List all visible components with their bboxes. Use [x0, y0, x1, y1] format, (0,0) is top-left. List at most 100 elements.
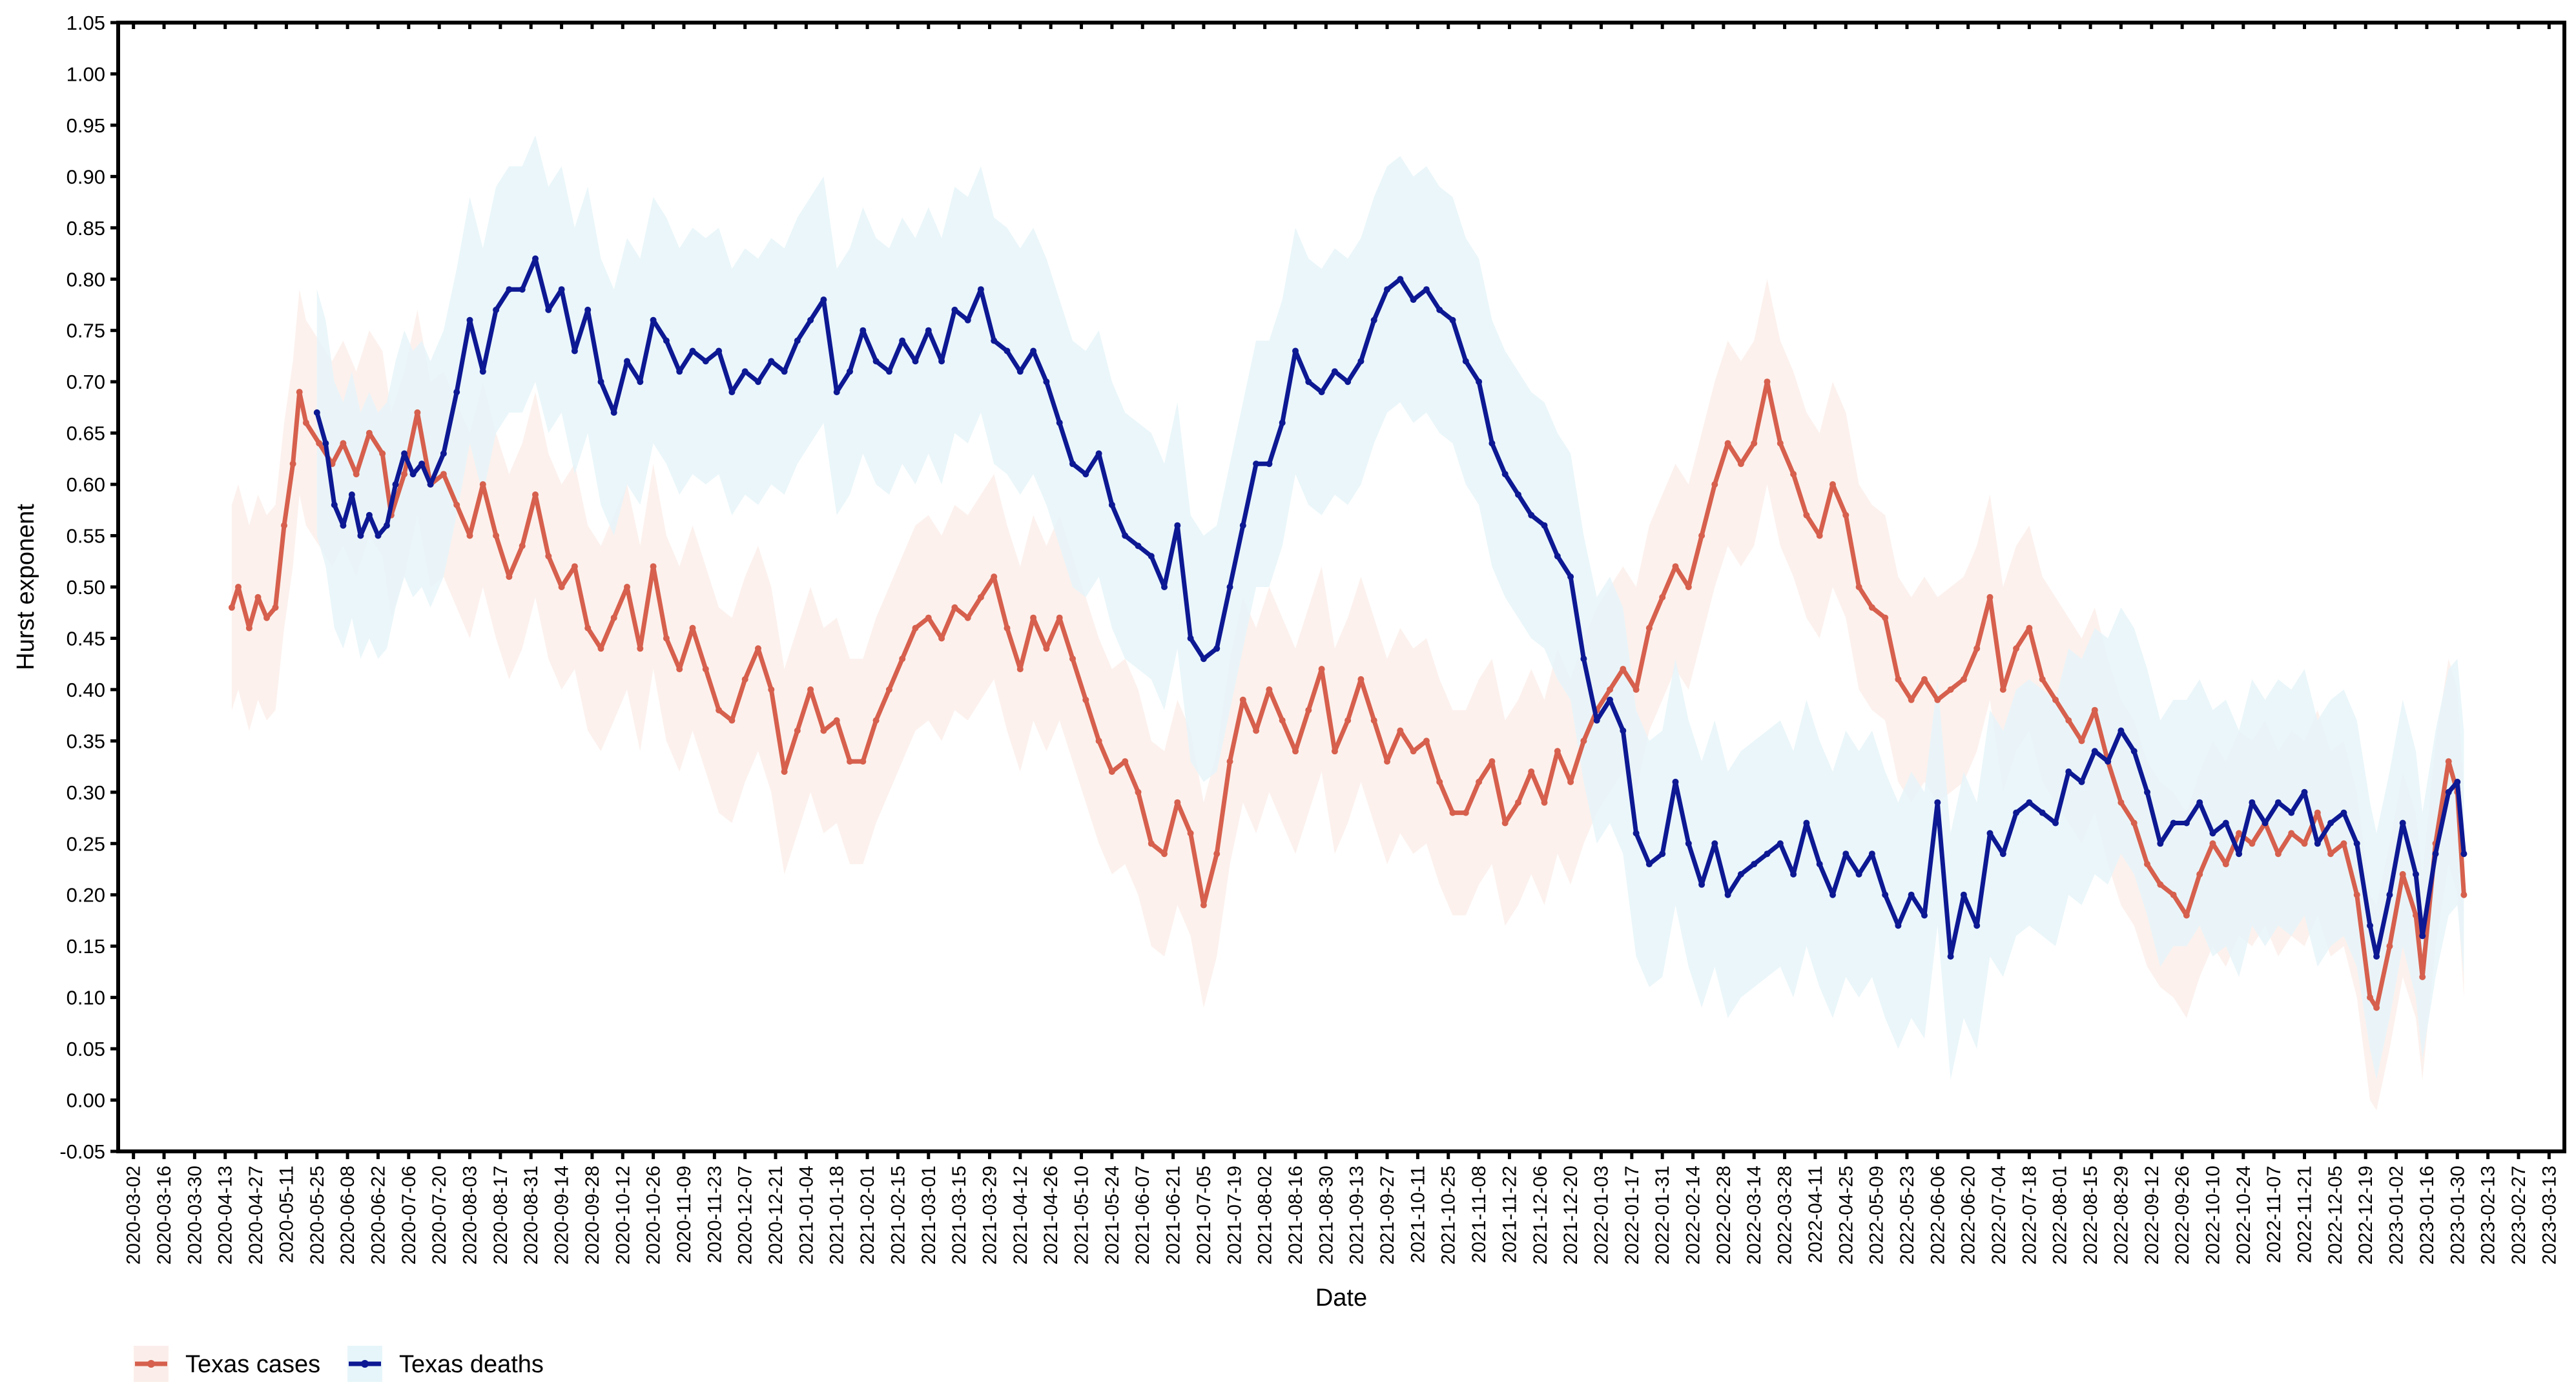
point-series-1: [1043, 645, 1050, 652]
point-series-1: [650, 563, 657, 570]
point-series-2: [1016, 368, 1024, 375]
point-series-1: [2373, 1004, 2380, 1011]
point-series-1: [1108, 768, 1115, 775]
point-series-1: [899, 655, 906, 663]
point-series-1: [689, 624, 696, 632]
point-series-2: [1462, 358, 1469, 365]
point-series-2: [2301, 788, 2308, 796]
point-series-2: [1148, 553, 1155, 560]
point-series-2: [2013, 809, 2020, 816]
point-series-1: [1960, 676, 1967, 683]
point-series-1: [1253, 727, 1260, 734]
x-tick-label: 2022-03-28: [1775, 1166, 1796, 1264]
point-series-2: [2039, 809, 2046, 816]
point-series-1: [1685, 584, 1692, 590]
point-series-1: [263, 614, 270, 621]
x-tick-label: 2020-10-12: [612, 1166, 634, 1264]
point-series-1: [1082, 696, 1089, 703]
point-series-2: [964, 316, 971, 324]
point-series-2: [1580, 655, 1587, 663]
x-tick-label: 2022-08-15: [2080, 1166, 2101, 1264]
point-series-2: [2170, 819, 2177, 827]
point-series-2: [794, 337, 801, 344]
point-series-1: [1698, 532, 1705, 539]
point-series-1: [716, 706, 723, 714]
point-series-2: [1921, 912, 1928, 919]
legend-label: Texas cases: [185, 1351, 320, 1378]
point-series-1: [2013, 645, 2020, 652]
point-series-1: [2157, 881, 2164, 888]
point-series-2: [1056, 419, 1063, 426]
point-series-1: [2288, 830, 2295, 837]
y-tick-label: 0.25: [67, 832, 105, 855]
point-series-2: [409, 471, 417, 478]
point-series-1: [1541, 799, 1548, 806]
x-tick-label: 2022-02-28: [1713, 1166, 1735, 1264]
point-series-2: [872, 358, 880, 365]
point-series-2: [1790, 870, 1797, 878]
point-series-1: [1410, 748, 1417, 755]
point-series-2: [1489, 440, 1496, 447]
x-tick-label: 2023-01-16: [2416, 1166, 2438, 1264]
point-series-1: [1868, 604, 1875, 611]
point-series-2: [440, 450, 447, 457]
point-series-2: [340, 522, 347, 529]
point-series-2: [899, 337, 906, 344]
point-series-1: [1069, 655, 1076, 663]
x-tick-label: 2022-01-31: [1652, 1166, 1673, 1264]
point-series-1: [479, 481, 486, 488]
x-tick-label: 2023-02-27: [2508, 1166, 2530, 1264]
point-series-1: [663, 635, 670, 642]
point-series-2: [506, 286, 513, 293]
point-series-2: [1004, 347, 1011, 355]
point-series-2: [348, 491, 355, 498]
point-series-1: [1777, 440, 1784, 447]
point-series-1: [912, 624, 919, 632]
y-tick-label: 0.60: [67, 473, 105, 496]
point-series-1: [1724, 440, 1731, 447]
point-series-1: [545, 553, 552, 560]
point-series-2: [807, 316, 814, 324]
point-series-2: [1777, 840, 1784, 847]
point-series-1: [925, 614, 932, 621]
point-series-2: [2373, 953, 2380, 960]
y-tick-label: 0.50: [67, 576, 105, 599]
y-tick-label: -0.05: [59, 1140, 105, 1163]
x-tick-label: 2021-01-04: [796, 1166, 817, 1264]
point-series-1: [289, 460, 296, 468]
point-series-1: [1004, 624, 1011, 632]
x-tick-label: 2020-04-13: [215, 1166, 236, 1264]
x-tick-label: 2022-03-14: [1744, 1166, 1765, 1264]
point-series-1: [1659, 593, 1666, 601]
point-series-2: [493, 306, 500, 313]
point-series-1: [2130, 819, 2138, 827]
point-series-2: [1501, 471, 1509, 478]
point-series-2: [1593, 717, 1600, 724]
x-tick-label: 2021-08-30: [1315, 1166, 1337, 1264]
x-tick-label: 2021-07-05: [1193, 1166, 1215, 1264]
point-series-1: [466, 532, 473, 539]
point-series-2: [728, 389, 736, 396]
x-tick-label: 2021-04-26: [1040, 1166, 1062, 1264]
point-series-2: [584, 306, 592, 313]
point-series-1: [1895, 676, 1902, 683]
x-tick-label: 2020-09-14: [551, 1166, 573, 1264]
point-series-2: [689, 347, 696, 355]
point-series-1: [1449, 809, 1456, 816]
y-tick-label: 0.80: [67, 268, 105, 291]
point-series-2: [1292, 347, 1299, 355]
x-tick-label: 2020-07-20: [429, 1166, 450, 1264]
point-series-2: [820, 296, 827, 304]
legend-label: Texas deaths: [399, 1351, 544, 1378]
point-series-1: [235, 584, 242, 590]
point-series-2: [2144, 788, 2150, 796]
point-series-2: [938, 358, 945, 365]
point-series-2: [2367, 922, 2373, 929]
point-series-1: [1947, 686, 1954, 693]
point-series-1: [571, 563, 578, 570]
point-series-1: [1645, 624, 1653, 632]
y-tick-label: 0.20: [67, 884, 105, 907]
point-series-2: [1108, 501, 1115, 508]
point-series-1: [1489, 758, 1496, 765]
